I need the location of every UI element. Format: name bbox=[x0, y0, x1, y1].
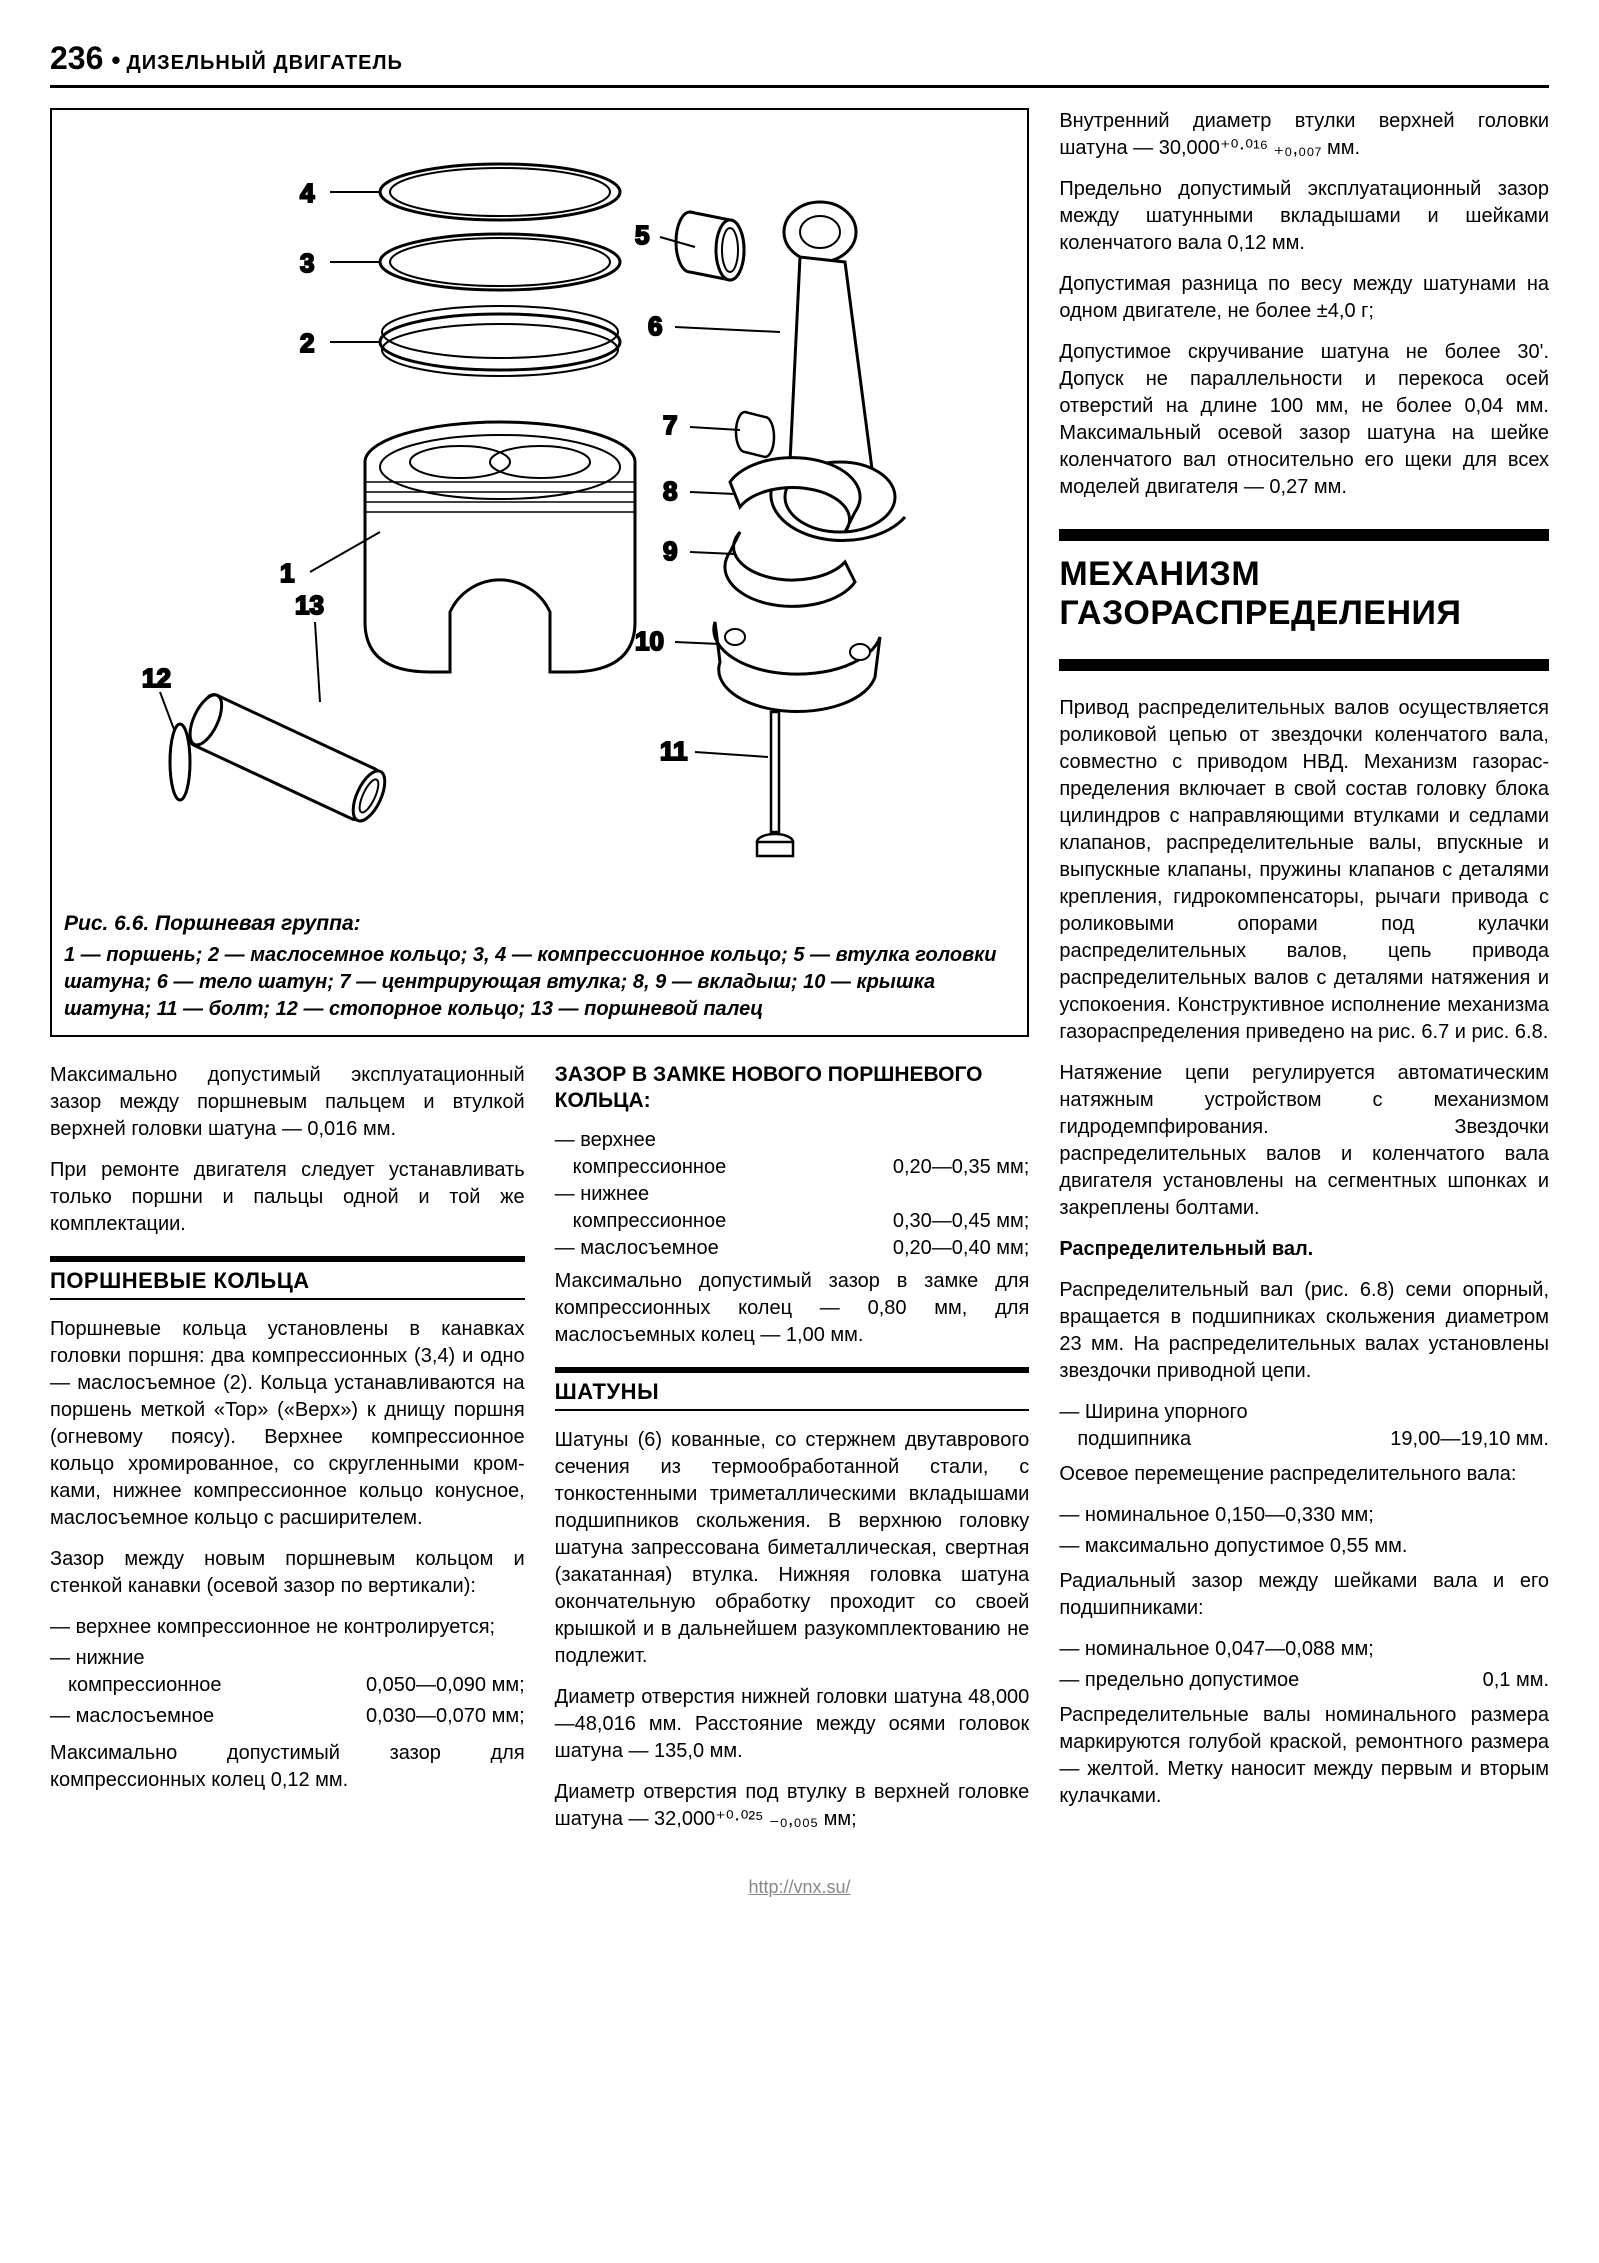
fig-label-2: 2 bbox=[300, 328, 314, 358]
fig-label-5: 5 bbox=[635, 220, 649, 250]
radial-2r: 0,1 мм. bbox=[1483, 1667, 1549, 1694]
ring-gap-2a: нижние bbox=[76, 1647, 145, 1669]
fig-label-12: 12 bbox=[142, 663, 171, 693]
para-rings-3: Максимально допустимый зазор для компрес… bbox=[50, 1740, 525, 1794]
section-title-rings: ПОРШНЕВЫЕ КОЛЬЦА bbox=[50, 1268, 525, 1294]
axial-1: номинальное 0,150—0,330 мм; bbox=[1059, 1502, 1549, 1529]
para-r9: Радиальный зазор между шейками ва­ла и е… bbox=[1059, 1568, 1549, 1622]
page-title: ДИЗЕЛЬНЫЙ ДВИГАТЕЛЬ bbox=[127, 52, 403, 75]
sub-column-mid: ЗАЗОР В ЗАМКЕ НОВОГО ПОРШНЕВОГО КОЛЬЦА: … bbox=[555, 1062, 1030, 1847]
lock-1a: верхнее bbox=[580, 1129, 656, 1151]
figure-caption-title: Рис. 6.6. Поршневая группа: bbox=[64, 912, 1015, 936]
para-r6: Натяжение цепи регулируется автома­тичес… bbox=[1059, 1060, 1549, 1222]
fig-label-7: 7 bbox=[663, 410, 677, 440]
ring-gap-item-1: верхнее компрессионное не кон­тролируетс… bbox=[50, 1614, 525, 1641]
para-lock-1: Максимально допустимый зазор в замке для… bbox=[555, 1268, 1030, 1349]
axial-list: номинальное 0,150—0,330 мм; максимально … bbox=[1059, 1502, 1549, 1560]
fig-label-11: 11 bbox=[660, 736, 688, 766]
section-bar-1 bbox=[50, 1256, 525, 1262]
para-rods-1: Шатуны (6) кованные, со стержнем двутавр… bbox=[555, 1427, 1030, 1670]
ring-gap-2r: 0,050—0,090 мм; bbox=[366, 1672, 525, 1699]
axial-2: максимально допустимое 0,55 мм. bbox=[1059, 1533, 1549, 1560]
lock-2l: компрессионное bbox=[573, 1208, 727, 1235]
lock-2a: нижнее bbox=[580, 1183, 649, 1205]
lock-2r: 0,30—0,45 мм; bbox=[893, 1208, 1029, 1235]
lock-1r: 0,20—0,35 мм; bbox=[893, 1154, 1029, 1181]
page-header: 236 • ДИЗЕЛЬНЫЙ ДВИГАТЕЛЬ bbox=[50, 40, 1549, 88]
big-heading-block: МЕХАНИЗМ ГАЗОРАСПРЕДЕ­ЛЕНИЯ bbox=[1059, 529, 1549, 671]
section-title-rods: ШАТУНЫ bbox=[555, 1379, 1030, 1405]
para-l2: При ремонте двигателя следует уста­навли… bbox=[50, 1157, 525, 1238]
figure-box: 4 3 2 1 5 6 7 8 9 10 11 12 13 bbox=[50, 108, 1029, 1037]
section-bar-thin-2 bbox=[555, 1409, 1030, 1411]
ring-gap-list: верхнее компрессионное не кон­тролируетс… bbox=[50, 1614, 525, 1699]
para-r4: Допустимое скручивание шатуна не более 3… bbox=[1059, 339, 1549, 501]
right-column: Внутренний диаметр втулки верхней головк… bbox=[1059, 108, 1549, 1847]
lock-3l: маслосъемное bbox=[580, 1237, 719, 1259]
fig-label-6: 6 bbox=[648, 311, 662, 341]
lock-1l: компрессионное bbox=[573, 1154, 727, 1181]
para-r7: Распределительный вал (рис. 6.8) се­ми о… bbox=[1059, 1277, 1549, 1385]
header-dot: • bbox=[111, 45, 120, 76]
fig-label-8: 8 bbox=[663, 476, 677, 506]
section-bar-thin-1 bbox=[50, 1298, 525, 1300]
section-bar-2 bbox=[555, 1367, 1030, 1373]
para-r2: Предельно допустимый эксплуатацион­ный з… bbox=[1059, 176, 1549, 257]
figure-caption-body: 1 — поршень; 2 — маслосемное кольцо; 3, … bbox=[64, 942, 1015, 1023]
para-r1: Внутренний диаметр втулки верхней головк… bbox=[1059, 108, 1549, 162]
para-r8: Осевое перемещение распределитель­ного в… bbox=[1059, 1461, 1549, 1488]
sub-column-left: Максимально допустимый эксплуата­ционный… bbox=[50, 1062, 525, 1847]
radial-2-row: — предельно допустимое 0,1 мм. bbox=[1059, 1667, 1549, 1694]
ring-gap-item-3: — маслосъемное 0,030—0,070 мм; bbox=[50, 1703, 525, 1730]
para-rings-1: Поршневые кольца установлены в ка­навках… bbox=[50, 1316, 525, 1532]
ring-gap-item-2: нижние компрессионное 0,050—0,090 мм; bbox=[50, 1645, 525, 1699]
para-rods-2: Диаметр отверстия нижней головки ша­туна… bbox=[555, 1684, 1030, 1765]
figure-svg: 4 3 2 1 5 6 7 8 9 10 11 12 13 bbox=[64, 122, 1015, 912]
big-heading: МЕХАНИЗМ ГАЗОРАСПРЕДЕ­ЛЕНИЯ bbox=[1059, 555, 1549, 633]
lower-two-columns: Максимально допустимый эксплуата­ционный… bbox=[50, 1062, 1029, 1847]
shaft-1l: подшипника bbox=[1077, 1426, 1191, 1453]
ring-gap-3l: маслосъемное bbox=[76, 1705, 215, 1727]
para-rods-3: Диаметр отверстия под втулку в верх­ней … bbox=[555, 1779, 1030, 1833]
para-rings-2: Зазор между новым поршневым коль­цом и с… bbox=[50, 1546, 525, 1600]
shaft-1r: 19,00—19,10 мм. bbox=[1390, 1426, 1549, 1453]
fig-label-3: 3 bbox=[300, 248, 314, 278]
lock-3r: 0,20—0,40 мм; bbox=[893, 1235, 1029, 1262]
para-r10: Распределительные валы номинально­го раз… bbox=[1059, 1702, 1549, 1810]
main-columns: 4 3 2 1 5 6 7 8 9 10 11 12 13 bbox=[50, 108, 1549, 1847]
page-number: 236 bbox=[50, 40, 103, 77]
lock-gap-list: — верхнее компрессионное 0,20—0,35 мм; —… bbox=[555, 1127, 1030, 1262]
fig-label-4: 4 bbox=[300, 178, 315, 208]
ring-gap-3r: 0,030—0,070 мм; bbox=[366, 1703, 525, 1730]
shaft-1a: Ширина упорного bbox=[1085, 1401, 1248, 1423]
para-l1: Максимально допустимый эксплуата­ционный… bbox=[50, 1062, 525, 1143]
shaft-spec-1: — Ширина упорного подшипника 19,00—19,10… bbox=[1059, 1399, 1549, 1453]
ring-gap-2l: компрессионное bbox=[68, 1672, 222, 1699]
shaft-bold: Распределительный вал. bbox=[1059, 1238, 1313, 1260]
fig-label-1: 1 bbox=[280, 558, 294, 588]
para-r3: Допустимая разница по весу между шатунам… bbox=[1059, 271, 1549, 325]
heading-shaft: Распределительный вал. bbox=[1059, 1236, 1549, 1263]
fig-label-10: 10 bbox=[635, 626, 664, 656]
heading-lock-gap: ЗАЗОР В ЗАМКЕ НОВОГО ПОРШНЕВОГО КОЛЬЦА: bbox=[555, 1062, 1030, 1115]
para-r5: Привод распределительных валов осу­ществ… bbox=[1059, 695, 1549, 1046]
fig-label-9: 9 bbox=[663, 536, 677, 566]
radial-list: номинальное 0,047—0,088 мм; bbox=[1059, 1636, 1549, 1663]
footer-url[interactable]: http://vnx.su/ bbox=[50, 1877, 1549, 1898]
radial-2l: предельно допустимое bbox=[1085, 1669, 1299, 1691]
radial-1: номинальное 0,047—0,088 мм; bbox=[1059, 1636, 1549, 1663]
fig-label-13: 13 bbox=[295, 590, 324, 620]
left-region: 4 3 2 1 5 6 7 8 9 10 11 12 13 bbox=[50, 108, 1029, 1847]
